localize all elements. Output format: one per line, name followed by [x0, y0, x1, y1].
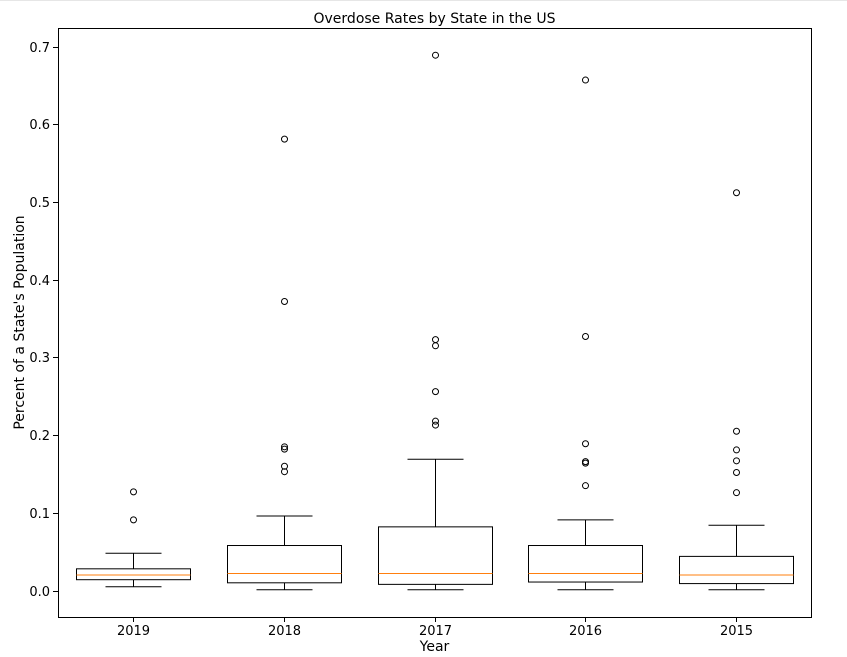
x-axis-title: Year [419, 639, 450, 655]
outlier-point [281, 298, 288, 306]
box-2015 [679, 189, 794, 591]
chart-title: Overdose Rates by State in the US [314, 11, 556, 27]
outlier-point [432, 417, 439, 425]
y-tick-label: 0.7 [29, 41, 50, 56]
x-tick-label: 2017 [419, 624, 452, 639]
outlier-point [582, 332, 589, 340]
iqr-box [528, 545, 643, 583]
iqr-box [679, 555, 794, 585]
y-axis-title: Percent of a State's Population [12, 215, 28, 429]
y-tick-label: 0.5 [29, 196, 50, 211]
outlier-point [582, 76, 589, 84]
iqr-box [76, 568, 191, 581]
outlier-point [432, 336, 439, 344]
outlier-point [733, 457, 740, 465]
outlier-point [733, 189, 740, 197]
outlier-point [432, 388, 439, 396]
outlier-point [130, 488, 137, 496]
x-tick-label: 2019 [117, 624, 150, 639]
outlier-point [281, 445, 288, 453]
outlier-point [281, 462, 288, 470]
x-tick-label: 2016 [569, 624, 602, 639]
outlier-point [281, 468, 288, 476]
y-axis: 0.0 0.1 0.2 0.3 0.4 0.5 0.6 0.7 [29, 41, 58, 600]
box-2016 [528, 76, 643, 591]
outlier-point [582, 440, 589, 448]
y-tick-label: 0.3 [29, 351, 50, 366]
box-2019 [76, 488, 191, 588]
outlier-point [130, 516, 137, 524]
outlier-point [582, 458, 589, 466]
outlier-point [582, 482, 589, 490]
outlier-point [733, 468, 740, 476]
outlier-point [432, 421, 439, 429]
box-series [76, 51, 794, 591]
y-tick-label: 0.1 [29, 507, 50, 522]
box-2018 [227, 135, 342, 591]
plot-frame [58, 28, 812, 618]
y-tick-label: 0.6 [29, 118, 50, 133]
x-axis: 2019 2018 2017 2016 2015 [117, 617, 753, 639]
y-tick-label: 0.4 [29, 274, 50, 289]
x-tick-label: 2015 [720, 624, 753, 639]
iqr-box [227, 545, 342, 584]
x-tick-label: 2018 [268, 624, 301, 639]
y-tick-label: 0.0 [29, 585, 50, 600]
outlier-point [432, 51, 439, 59]
outlier-point [432, 342, 439, 350]
y-tick-label: 0.2 [29, 429, 50, 444]
outlier-point [733, 427, 740, 435]
outlier-point [733, 446, 740, 454]
box-2017 [378, 51, 493, 591]
outlier-point [281, 443, 288, 451]
iqr-box [378, 526, 493, 585]
outlier-point [733, 489, 740, 497]
top-divider [0, 0, 847, 1]
outlier-point [281, 135, 288, 143]
